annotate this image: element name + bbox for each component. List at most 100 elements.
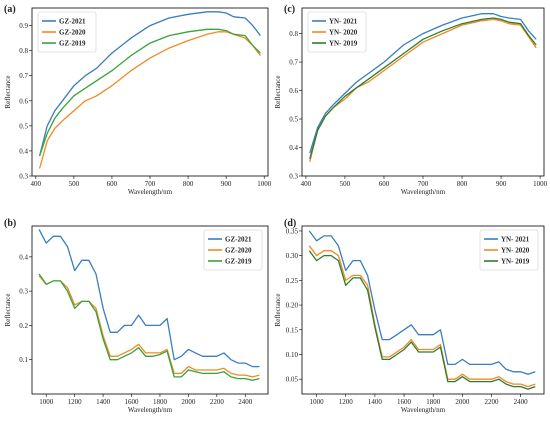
- series-line-0: [38, 229, 260, 368]
- x-axis-title: Wavelength/nm: [401, 188, 446, 196]
- y-tick-label: 0.6: [19, 97, 28, 105]
- y-tick-label: 0.4: [19, 147, 28, 155]
- legend-label: YN- 2019: [501, 258, 530, 266]
- y-axis-title: Reflectance: [274, 293, 282, 326]
- y-axis-title: Reflectance: [274, 75, 282, 108]
- x-tick-label: 2200: [485, 398, 500, 406]
- x-tick-label: 2400: [514, 398, 529, 406]
- legend-label: YN- 2020: [329, 29, 358, 37]
- x-tick-label: 2000: [455, 398, 470, 406]
- series-line-2: [309, 17, 537, 160]
- x-axis-title: Wavelength/nm: [401, 406, 446, 414]
- y-tick-label: 0.4: [289, 144, 298, 152]
- legend-label: GZ-2019: [59, 40, 86, 48]
- y-tick-label: 0.9: [19, 22, 28, 30]
- x-tick-label: 1000: [310, 398, 325, 406]
- x-tick-label: 2000: [181, 398, 196, 406]
- legend-label: YN- 2021: [329, 18, 358, 26]
- x-tick-label: 700: [418, 180, 429, 188]
- legend-label: GZ-2020: [225, 247, 252, 255]
- y-tick-label: 0.30: [286, 252, 299, 260]
- series-line-1: [308, 245, 536, 388]
- y-tick-label: 0.5: [289, 116, 298, 124]
- legend-box: [203, 229, 263, 271]
- y-tick-label: 0.35: [286, 227, 299, 235]
- y-axis-title: Reflectance: [4, 75, 12, 108]
- x-tick-label: 1200: [339, 398, 354, 406]
- series-line-2: [38, 273, 260, 381]
- y-tick-label: 0.3: [289, 173, 298, 181]
- legend-box: [479, 229, 539, 271]
- y-tick-label: 0.4: [19, 253, 28, 261]
- y-tick-label: 0.7: [19, 72, 28, 80]
- chart-panel-1: (c) 400 500 600 700 800 900 1000 0.3 0.4 0.5 0.6 0.7…: [274, 4, 548, 196]
- x-tick-label: 1600: [397, 398, 412, 406]
- legend-label: YN- 2020: [501, 247, 530, 255]
- y-tick-label: 0.8: [289, 30, 298, 38]
- y-tick-label: 0.05: [286, 376, 299, 384]
- chart-panel-3: (d) 1000 1200 1400 1600 1800 2000 2200 2400 0.05 0…: [274, 218, 545, 414]
- y-tick-label: 0.7: [289, 59, 298, 67]
- panel-label: (c): [284, 4, 295, 15]
- x-tick-label: 400: [31, 180, 42, 188]
- plot-frame: [301, 225, 545, 395]
- plot-frame: [31, 225, 269, 395]
- y-tick-label: 0.8: [19, 47, 28, 55]
- x-tick-label: 1200: [68, 398, 83, 406]
- x-tick-label: 500: [69, 180, 80, 188]
- legend-label: GZ-2021: [225, 236, 252, 244]
- panel-label: (d): [284, 218, 296, 229]
- x-tick-label: 900: [496, 180, 507, 188]
- y-axis-title: Reflectance: [4, 293, 12, 326]
- series-line-1: [38, 31, 261, 169]
- y-tick-label: 0.3: [19, 173, 28, 181]
- x-tick-label: 1400: [368, 398, 383, 406]
- x-tick-label: 2400: [238, 398, 253, 406]
- x-tick-label: 500: [340, 180, 351, 188]
- y-tick-label: 0.3: [19, 288, 28, 296]
- y-tick-label: 0.5: [19, 122, 28, 130]
- x-tick-label: 400: [301, 180, 312, 188]
- x-axis-title: Wavelength/nm: [128, 188, 173, 196]
- x-tick-label: 600: [379, 180, 390, 188]
- y-tick-label: 0.2: [19, 322, 28, 330]
- chart-panel-0: (a) 400 500 600 700 800 900 1000 0.3 0.4 0.5 0.6 0.7…: [4, 4, 272, 196]
- chart-panel-2: (b) 1000 1200 1400 1600 1800 2000 2200 2400 0.1 0.…: [4, 218, 269, 414]
- x-tick-label: 1000: [257, 180, 272, 188]
- y-tick-label: 0.15: [286, 326, 299, 334]
- x-tick-label: 600: [107, 180, 118, 188]
- series-line-0: [309, 13, 537, 154]
- x-tick-label: 800: [183, 180, 194, 188]
- x-tick-label: 1000: [39, 398, 54, 406]
- x-tick-label: 1400: [96, 398, 111, 406]
- x-tick-label: 900: [221, 180, 232, 188]
- series-line-0: [308, 230, 536, 375]
- x-axis-title: Wavelength/nm: [128, 406, 173, 414]
- series-line-2: [308, 250, 536, 390]
- y-tick-label: 0.1: [19, 356, 28, 364]
- y-tick-label: 0.10: [286, 351, 299, 359]
- legend-label: GZ-2020: [59, 29, 86, 37]
- x-tick-label: 1800: [153, 398, 168, 406]
- legend-label: YN- 2019: [329, 40, 358, 48]
- y-tick-label: 0.6: [289, 87, 298, 95]
- legend-label: YN- 2021: [501, 236, 530, 244]
- y-tick-label: 0.20: [286, 302, 299, 310]
- panel-label: (b): [4, 218, 16, 229]
- series-line-0: [38, 11, 261, 157]
- x-tick-label: 700: [145, 180, 156, 188]
- series-line-1: [38, 275, 260, 378]
- x-tick-label: 800: [457, 180, 468, 188]
- legend-box: [37, 11, 97, 53]
- x-tick-label: 2200: [210, 398, 225, 406]
- series-line-2: [38, 28, 261, 157]
- x-tick-label: 1600: [125, 398, 140, 406]
- legend-label: GZ-2019: [225, 258, 252, 266]
- legend-label: GZ-2021: [59, 18, 86, 26]
- x-tick-label: 1800: [426, 398, 441, 406]
- x-tick-label: 1000: [533, 180, 548, 188]
- panel-label: (a): [4, 4, 16, 15]
- y-tick-label: 0.25: [286, 277, 299, 285]
- legend-box: [307, 11, 367, 53]
